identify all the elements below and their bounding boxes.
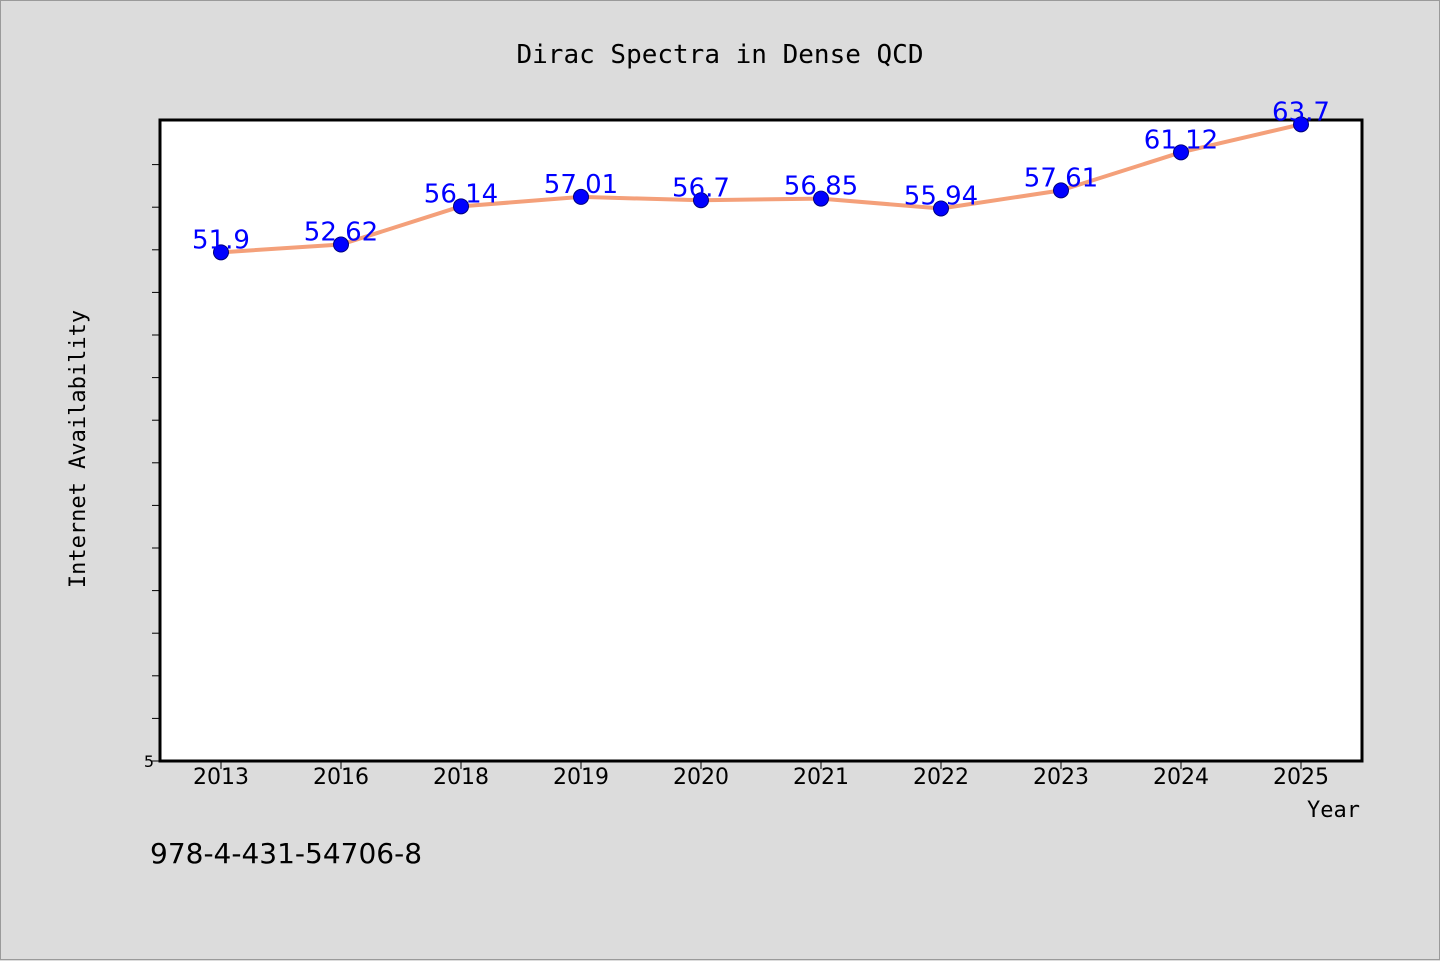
x-tick-label: 2020: [673, 765, 729, 790]
data-labels: 51.9 52.62 56.14 57.01 56.7 56.85 55.94 57.61 61…: [192, 97, 1330, 255]
data-label: 55.94: [904, 182, 978, 212]
data-label: 56.85: [784, 172, 858, 202]
data-label: 56.14: [424, 179, 498, 209]
data-label: 51.9: [192, 225, 250, 255]
isbn-annotation: 978-4-431-54706-8: [150, 837, 422, 870]
data-label: 63.7: [1272, 97, 1330, 127]
chart-title: Dirac Spectra in Dense QCD: [517, 40, 924, 70]
data-label: 52.62: [304, 218, 378, 248]
data-point: [1173, 144, 1189, 161]
y-tick-label: 5: [144, 752, 154, 771]
data-label: 56.7: [672, 173, 730, 203]
x-tick-label: 2016: [313, 765, 369, 790]
data-point: [1053, 182, 1069, 199]
y-axis-ticks: 5: [144, 164, 160, 771]
data-label: 61.12: [1144, 125, 1218, 155]
x-tick-label: 2019: [553, 765, 609, 790]
data-point: [453, 198, 469, 215]
x-tick-label: 2025: [1273, 765, 1329, 790]
x-tick-label: 2022: [913, 765, 969, 790]
data-point: [813, 190, 829, 207]
x-axis-label: Year: [1307, 798, 1360, 823]
series-line: [220, 122, 1302, 255]
plot-area: [158, 118, 1364, 763]
x-tick-label: 2013: [193, 765, 249, 790]
x-tick-label: 2018: [433, 765, 489, 790]
data-point: [1293, 116, 1309, 133]
x-tick-label: 2021: [793, 765, 849, 790]
x-tick-label: 2024: [1153, 765, 1209, 790]
x-tick-label: 2023: [1033, 765, 1089, 790]
data-label: 57.61: [1024, 163, 1098, 193]
series-markers: [213, 116, 1309, 261]
data-point: [573, 188, 589, 205]
data-point: [333, 236, 349, 253]
data-point: [213, 244, 229, 261]
y-axis-label: Internet Availability: [66, 310, 91, 588]
data-point: [693, 192, 709, 209]
data-label: 57.01: [544, 170, 618, 200]
x-axis-ticks: 2013 2016 2018 2019 2020 2021 2022 2023 2024 2025: [193, 761, 1329, 790]
series-polyline: [220, 122, 1302, 255]
data-point: [933, 200, 949, 217]
